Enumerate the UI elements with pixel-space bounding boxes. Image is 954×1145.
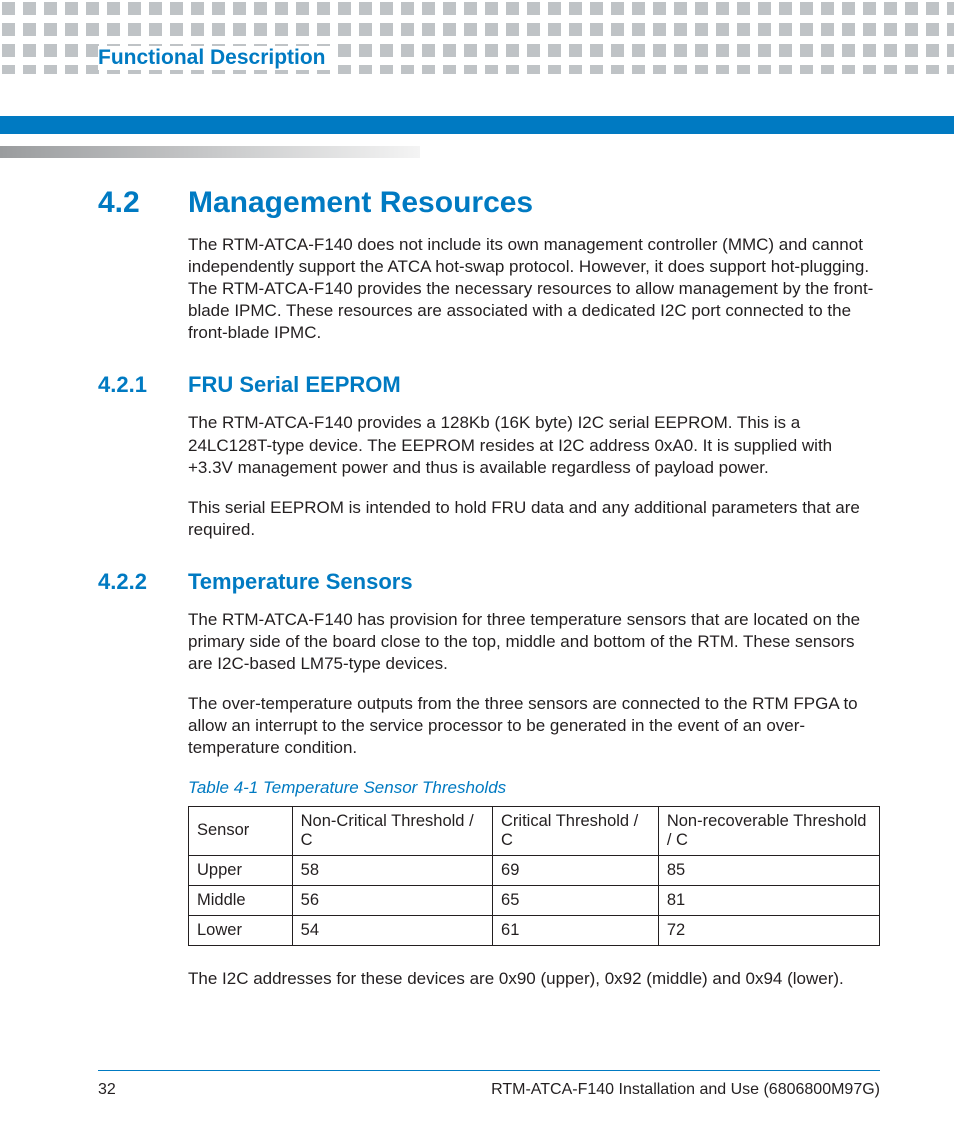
table-header-cell: Sensor <box>189 806 293 855</box>
subsection-title: FRU Serial EEPROM <box>188 372 401 398</box>
body-text: The RTM-ATCA-F140 provides a 128Kb (16K … <box>188 412 880 478</box>
body-text: The RTM-ATCA-F140 has provision for thre… <box>188 609 880 675</box>
section-number: 4.2 <box>98 186 188 220</box>
subsection-heading: 4.2.2 Temperature Sensors <box>98 569 880 595</box>
table-row: Lower 54 61 72 <box>189 915 880 945</box>
table-header-cell: Non-Critical Threshold / C <box>292 806 492 855</box>
temperature-thresholds-table: Sensor Non-Critical Threshold / C Critic… <box>188 806 880 946</box>
header-grey-gradient <box>0 146 420 158</box>
chapter-title: Functional Description <box>98 46 334 70</box>
table-cell: Lower <box>189 915 293 945</box>
subsection-title: Temperature Sensors <box>188 569 413 595</box>
table-cell: 58 <box>292 855 492 885</box>
section-intro: The RTM-ATCA-F140 does not include its o… <box>188 234 880 344</box>
table-cell: 61 <box>493 915 659 945</box>
body-text: This serial EEPROM is intended to hold F… <box>188 497 880 541</box>
body-text: The I2C addresses for these devices are … <box>188 968 880 990</box>
table-cell: 56 <box>292 885 492 915</box>
table-cell: 69 <box>493 855 659 885</box>
page-number: 32 <box>98 1081 116 1099</box>
subsection-number: 4.2.2 <box>98 569 188 595</box>
table-cell: 81 <box>658 885 879 915</box>
footer-doc-title: RTM-ATCA-F140 Installation and Use (6806… <box>491 1081 880 1099</box>
page-footer: 32 RTM-ATCA-F140 Installation and Use (6… <box>98 1070 880 1100</box>
section-title: Management Resources <box>188 186 533 220</box>
header-blue-bar <box>0 116 954 134</box>
table-cell: Upper <box>189 855 293 885</box>
table-cell: 54 <box>292 915 492 945</box>
table-cell: 72 <box>658 915 879 945</box>
page-content: 4.2 Management Resources The RTM-ATCA-F1… <box>98 186 880 1008</box>
table-row: Upper 58 69 85 <box>189 855 880 885</box>
subsection-heading: 4.2.1 FRU Serial EEPROM <box>98 372 880 398</box>
table-row: Sensor Non-Critical Threshold / C Critic… <box>189 806 880 855</box>
table-cell: Middle <box>189 885 293 915</box>
table-header-cell: Critical Threshold / C <box>493 806 659 855</box>
section-heading: 4.2 Management Resources <box>98 186 880 220</box>
footer-rule <box>98 1070 880 1072</box>
body-text: The over-temperature outputs from the th… <box>188 693 880 759</box>
table-caption: Table 4-1 Temperature Sensor Thresholds <box>188 778 880 798</box>
table-cell: 65 <box>493 885 659 915</box>
subsection-number: 4.2.1 <box>98 372 188 398</box>
table-row: Middle 56 65 81 <box>189 885 880 915</box>
table-header-cell: Non-recoverable Threshold / C <box>658 806 879 855</box>
table-cell: 85 <box>658 855 879 885</box>
